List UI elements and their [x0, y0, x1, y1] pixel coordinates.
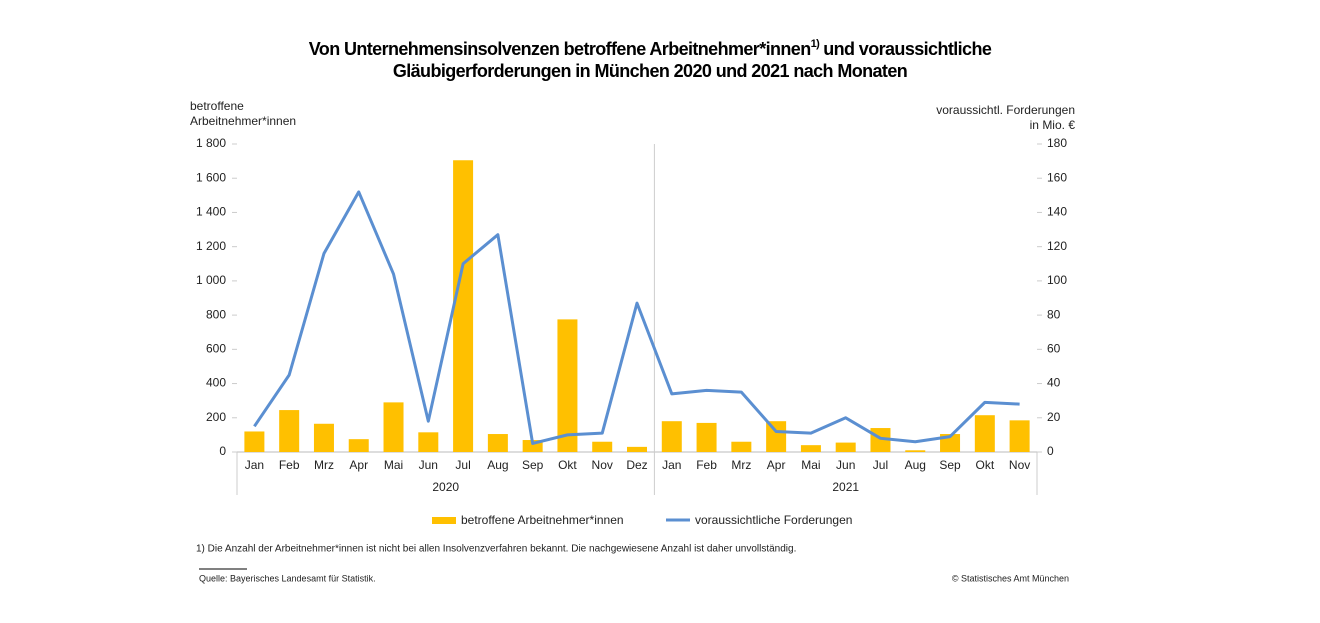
bar — [696, 422, 717, 452]
bar — [313, 423, 334, 452]
y2-axis-label: in Mio. € — [1030, 118, 1076, 132]
y2-tick-label: 40 — [1047, 376, 1061, 390]
y-axis-label: betroffene — [190, 99, 244, 113]
chart-title: Gläubigerforderungen in München 2020 und… — [393, 61, 907, 81]
y2-tick-label: 20 — [1047, 410, 1061, 424]
x-tick-label: Apr — [767, 458, 786, 472]
y2-tick-label: 60 — [1047, 342, 1061, 356]
legend-label: voraussichtliche Forderungen — [695, 513, 852, 527]
y-tick-label: 1 800 — [196, 136, 226, 150]
y-tick-label: 800 — [206, 307, 226, 321]
x-tick-label: Jun — [836, 458, 855, 472]
y-tick-label: 600 — [206, 342, 226, 356]
title-footnote-mark: 1) — [811, 38, 821, 50]
x-tick-label: Aug — [487, 458, 508, 472]
y2-axis-label: voraussichtl. Forderungen — [936, 103, 1075, 117]
chart-title: Von Unternehmensinsolvenzen betroffene A… — [309, 38, 992, 59]
y-tick-label: 1 600 — [196, 170, 226, 184]
x-tick-label: Jul — [455, 458, 470, 472]
bar — [244, 431, 265, 452]
legend-swatch — [432, 517, 456, 524]
x-tick-label: Nov — [1009, 458, 1030, 472]
bar — [905, 450, 926, 452]
bar — [418, 432, 439, 452]
x-tick-label: Jul — [873, 458, 888, 472]
bar — [627, 446, 647, 452]
x-tick-label: Okt — [558, 458, 577, 472]
y-tick-label: 0 — [219, 444, 226, 458]
y2-tick-label: 80 — [1047, 307, 1061, 321]
y-tick-label: 1 200 — [196, 239, 226, 253]
x-tick-label: Nov — [592, 458, 613, 472]
x-tick-label: Sep — [522, 458, 544, 472]
bar — [557, 319, 578, 452]
y-axis-label: Arbeitnehmer*innen — [190, 114, 296, 128]
bar — [522, 440, 543, 452]
x-tick-label: Dez — [626, 458, 647, 472]
bar — [383, 402, 404, 452]
y-tick-label: 400 — [206, 376, 226, 390]
x-tick-label: Feb — [696, 458, 717, 472]
bar — [974, 415, 995, 452]
x-tick-label: Apr — [349, 458, 368, 472]
line — [253, 190, 1020, 445]
legend-label: betroffene Arbeitnehmer*innen — [461, 513, 624, 527]
group-label: 2020 — [432, 480, 459, 494]
title-part: und voraussichtliche — [823, 39, 992, 59]
bar — [348, 439, 369, 452]
group-label: 2021 — [832, 480, 859, 494]
bar — [487, 434, 508, 452]
x-tick-label: Mai — [384, 458, 403, 472]
y2-tick-label: 160 — [1047, 170, 1067, 184]
x-tick-label: Aug — [905, 458, 926, 472]
y-tick-label: 200 — [206, 410, 226, 424]
x-tick-label: Sep — [939, 458, 961, 472]
x-tick-label: Jan — [245, 458, 264, 472]
y-tick-label: 1 000 — [196, 273, 226, 287]
title-part: Von Unternehmensinsolvenzen betroffene A… — [309, 39, 811, 59]
y2-tick-label: 120 — [1047, 239, 1067, 253]
x-tick-label: Jan — [662, 458, 681, 472]
x-tick-label: Mrz — [314, 458, 334, 472]
bar — [661, 421, 682, 452]
x-tick-label: Feb — [279, 458, 300, 472]
y2-tick-label: 140 — [1047, 205, 1067, 219]
bar — [1009, 420, 1030, 452]
y-tick-label: 1 400 — [196, 205, 226, 219]
x-tick-label: Mai — [801, 458, 820, 472]
y2-tick-label: 180 — [1047, 136, 1067, 150]
bar — [766, 421, 787, 452]
footnote: 1) Die Anzahl der Arbeitnehmer*innen ist… — [196, 544, 796, 555]
bar — [800, 445, 821, 452]
bar — [453, 160, 474, 452]
y2-tick-label: 100 — [1047, 273, 1067, 287]
bar — [835, 442, 856, 452]
x-tick-label: Mrz — [731, 458, 751, 472]
copyright: © Statistisches Amt München — [952, 573, 1069, 583]
y2-tick-label: 0 — [1047, 444, 1054, 458]
source: Quelle: Bayerisches Landesamt für Statis… — [199, 573, 376, 583]
bar — [279, 410, 300, 452]
x-tick-label: Okt — [975, 458, 994, 472]
bar — [731, 441, 752, 452]
x-tick-label: Jun — [419, 458, 438, 472]
bar — [592, 441, 613, 452]
